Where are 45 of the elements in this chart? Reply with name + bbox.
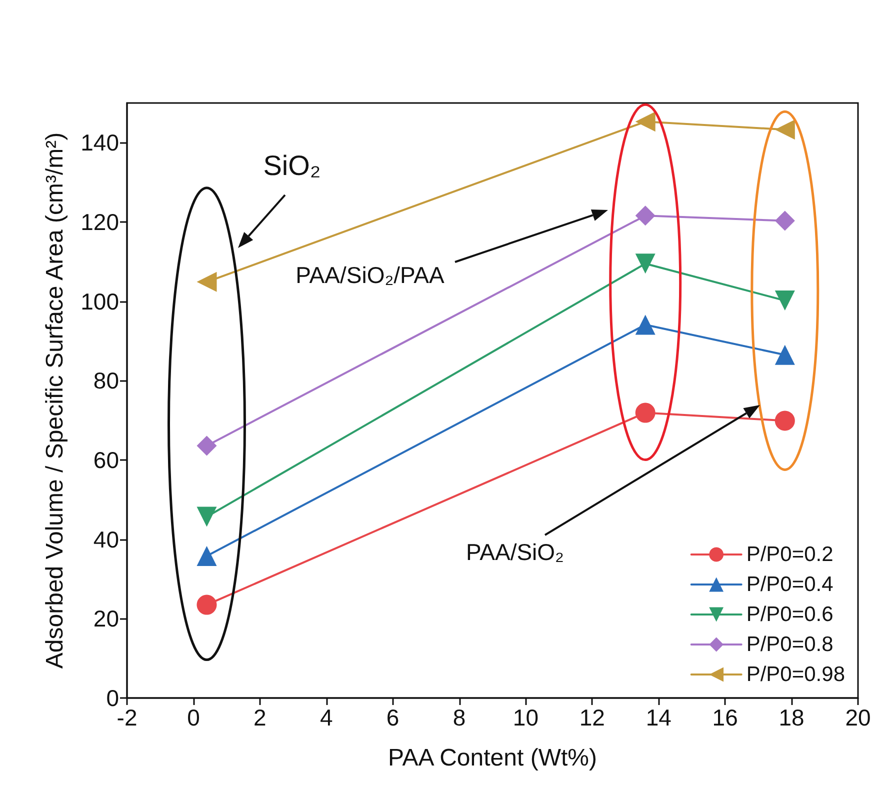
point	[196, 594, 217, 615]
point	[774, 290, 795, 311]
point	[635, 254, 656, 274]
point	[774, 120, 795, 140]
x-tick-label: 4	[320, 704, 333, 730]
legend-label: P/P0=0.98	[746, 663, 846, 686]
y-tick-label: 60	[93, 447, 119, 473]
legend-label: P/P0=0.8	[746, 633, 834, 656]
point	[635, 314, 656, 335]
annotation: PAA/SiO₂	[466, 539, 564, 565]
x-tick-label: -2	[116, 704, 138, 730]
point	[635, 206, 656, 226]
x-tick-label: 10	[512, 704, 539, 730]
legend-label: P/P0=0.6	[746, 603, 834, 626]
y-axis-title: Adsorbed Volume / Specific Surface Area (cm³/m²)	[42, 132, 68, 669]
x-tick-label: 8	[452, 704, 466, 730]
x-tick-label: 16	[712, 704, 738, 730]
point	[774, 210, 795, 231]
point	[635, 402, 656, 423]
y-tick-label: 80	[93, 368, 119, 394]
point	[196, 272, 217, 292]
x-axis-title: PAA Content (Wt%)	[388, 744, 597, 772]
y-tick-label: 20	[93, 606, 119, 632]
point	[196, 506, 217, 527]
x-tick-label: 20	[845, 704, 871, 730]
x-tick-label: 6	[386, 704, 400, 730]
point	[774, 410, 795, 431]
y-tick-label: 140	[80, 130, 119, 156]
y-tick-label: 0	[106, 685, 119, 711]
y-tick-label: 40	[93, 526, 119, 552]
x-tick-label: 12	[579, 704, 605, 730]
annotation: PAA/SiO₂/PAA	[296, 262, 445, 288]
y-tick-label: 100	[80, 288, 119, 314]
x-tick-label: 2	[254, 704, 266, 730]
legend-label: P/P0=0.2	[746, 543, 834, 566]
y-tick-label: 120	[80, 209, 119, 235]
point	[635, 112, 656, 132]
annotation: SiO₂	[263, 150, 321, 181]
x-tick-label: 14	[646, 704, 672, 730]
point	[196, 546, 217, 566]
x-tick-label: 0	[187, 704, 200, 730]
x-tick-label: 18	[778, 704, 804, 730]
point	[196, 436, 217, 456]
point	[774, 344, 795, 365]
legend-label: P/P0=0.4	[746, 573, 834, 596]
